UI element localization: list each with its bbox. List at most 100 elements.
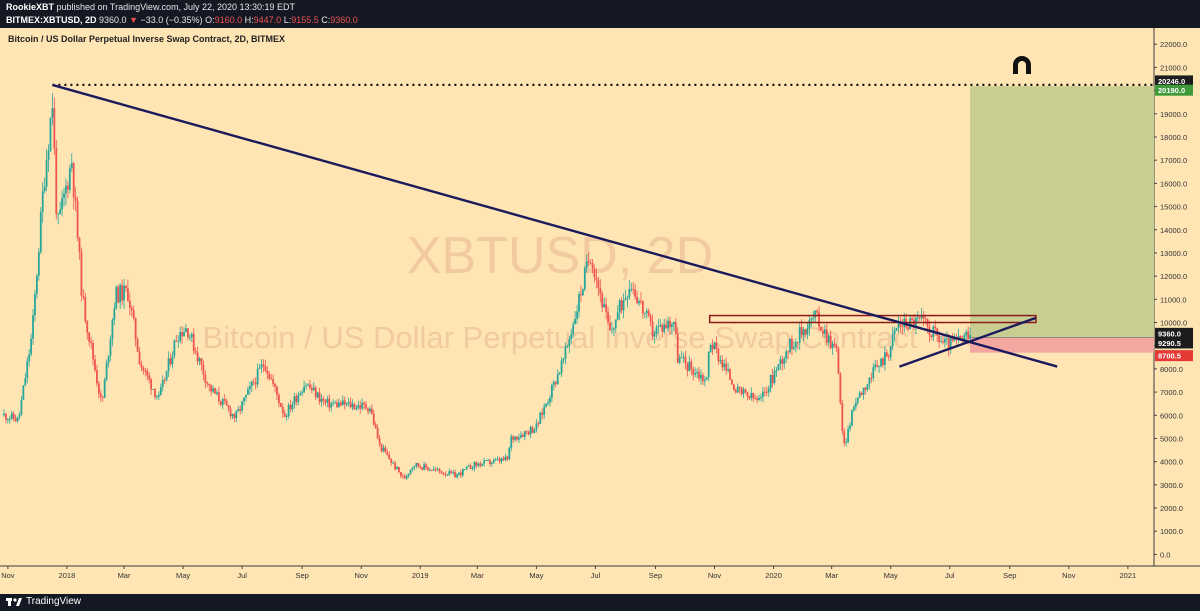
candle-body [90,341,93,344]
price-chart[interactable]: XBTUSD, 2D Bitcoin / US Dollar Perpetual … [0,28,1200,594]
candle-body [136,339,139,352]
candle-body [878,366,880,367]
author-name[interactable]: RookieXBT [6,2,55,12]
candle-body [28,354,31,362]
candle-body [22,385,25,400]
ascending-trendline[interactable] [899,316,1037,368]
candle-body [355,407,358,410]
candle-body [672,322,675,325]
candle-body [769,374,772,389]
candle-body [812,317,815,319]
candle-body [547,402,549,404]
candle-body [70,163,73,169]
candle-body [425,464,427,468]
publish-info: published on TradingView.com, July 22, 2… [56,2,296,12]
y-tick-label: 17000.0 [1160,156,1187,165]
tradingview-logo[interactable]: TradingView [6,596,81,607]
candle-body [130,307,133,311]
candle-body [448,471,451,475]
candle-body [264,365,267,371]
candle-body [787,351,789,353]
candle-body [341,400,344,406]
candle-body [336,402,338,408]
candle-body [192,333,195,351]
candle-body [210,385,213,392]
candle-body [367,408,369,412]
candle-body [179,331,182,342]
candle-body [274,383,276,387]
candle-body [868,377,871,385]
price-badge-bg [1155,350,1193,362]
candle-body [41,191,44,213]
candle-body [127,288,129,301]
candle-body [839,373,842,403]
candle-body [640,301,642,302]
candle-body [922,315,925,319]
candle-body [889,346,892,358]
candle-body [241,401,244,411]
candle-body [388,454,391,460]
candle-body [736,386,739,393]
candle-body [444,473,447,475]
candle-body [612,328,615,330]
candle-body [289,404,292,410]
candle-body [5,413,7,420]
candle-body [270,378,273,380]
candle-body [489,460,491,464]
x-tick-label: Sep [295,571,308,580]
candle-body [479,463,482,466]
candle-body [185,328,187,333]
candle-body [436,469,439,470]
candle-body [212,388,214,392]
y-tick-label: 13000.0 [1160,249,1187,258]
candle-body [30,338,33,355]
candle-body [276,386,278,395]
candle-body [59,209,62,214]
candle-body [43,186,46,192]
candle-body [169,358,172,365]
magnet-icon[interactable] [1013,56,1031,74]
candle-body [618,300,621,313]
chart-area[interactable]: XBTUSD, 2D Bitcoin / US Dollar Perpetual … [0,28,1200,594]
candle-body [953,338,956,341]
candle-body [39,212,42,253]
candle-body [663,324,666,332]
price-axis-background [1154,28,1200,566]
candle-body [49,117,52,151]
price-badge: 9360.0 [1155,327,1193,339]
candle-body [72,163,75,198]
candle-body [818,312,820,327]
candle-body [115,286,118,309]
candle-body [86,321,89,333]
candle-body [297,395,300,403]
candle-body [74,197,77,201]
y-tick-label: 3000.0 [1160,481,1183,490]
candle-body [909,318,911,330]
x-tick-label: Nov [708,571,722,580]
candle-body [537,423,540,425]
candle-body [504,456,507,460]
candle-body [121,285,123,301]
price-badge-bg [1155,84,1193,96]
candle-body [177,341,180,342]
candle-body [34,293,36,316]
candle-body [369,408,371,412]
candle-body [723,363,726,368]
candle-body [20,399,23,415]
y-tick-label: 19000.0 [1160,110,1187,119]
candle-body [334,402,336,404]
candle-body [82,295,85,298]
candle-body [814,310,817,318]
candle-body [386,452,389,455]
candle-body [134,318,137,340]
candle-body [492,459,495,463]
candle-body [758,398,760,400]
candle-body [235,411,238,419]
descending-trendline[interactable] [52,83,1058,368]
candle-body [326,398,329,403]
candle-body [456,474,458,478]
candle-body [525,431,528,433]
candle-body [148,375,151,380]
candle-body [880,358,882,367]
candle-body [680,357,683,359]
